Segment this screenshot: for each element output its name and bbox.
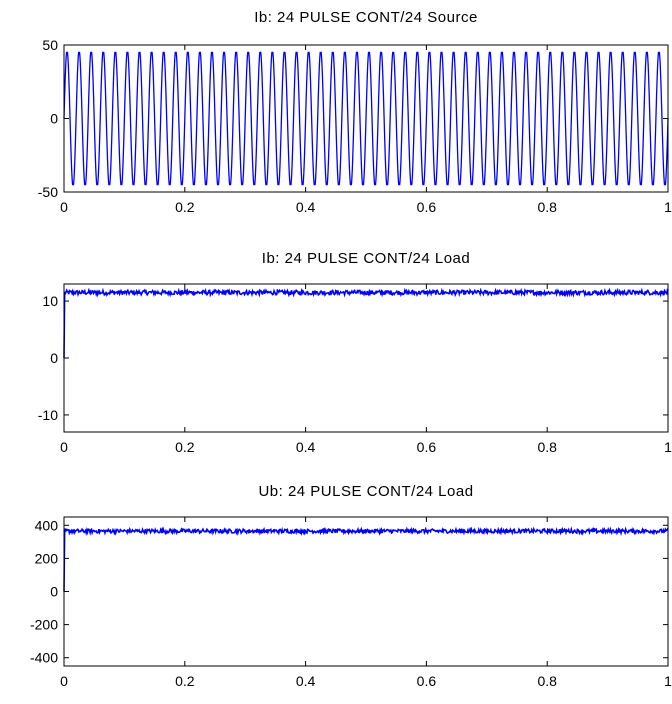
plot-frame xyxy=(63,516,669,667)
y-tick-label: -200 xyxy=(30,617,58,633)
y-tick-label: 200 xyxy=(35,550,59,566)
chart-title: Ib: 24 PULSE CONT/24 Source xyxy=(254,9,478,26)
x-tick-label: 0.8 xyxy=(537,439,557,455)
x-tick-label: 0.4 xyxy=(296,199,316,215)
x-tick-label: 0.6 xyxy=(417,673,437,689)
x-tick-label: 0.8 xyxy=(537,199,557,215)
series-group xyxy=(63,51,669,186)
x-tick-label: 1 xyxy=(664,199,672,215)
y-tick-label: -10 xyxy=(38,407,58,423)
x-tick-label: 0 xyxy=(60,439,68,455)
plot-frame xyxy=(63,283,669,433)
load-voltage-chart: Ub: 24 PULSE CONT/24 Load 0 0.2 0.4 0.6 0.8 1… xyxy=(30,483,672,689)
x-tick-label: 0.6 xyxy=(417,439,437,455)
x-tick-label: 0.2 xyxy=(175,199,195,215)
series-line xyxy=(63,287,669,359)
y-tick-label: 0 xyxy=(50,584,58,600)
chart-title: Ub: 24 PULSE CONT/24 Load xyxy=(258,483,473,500)
y-tick-label: -400 xyxy=(30,650,58,666)
x-tick-label: 0.2 xyxy=(175,439,195,455)
series-group xyxy=(63,287,669,359)
y-tick-label: 0 xyxy=(50,111,58,127)
y-tick-label: 50 xyxy=(42,37,58,53)
x-tick-label: 1 xyxy=(664,439,672,455)
load-current-chart: Ib: 24 PULSE CONT/24 Load 0 0.2 0.4 0.6 0.8 1… xyxy=(38,250,672,455)
x-tick-label: 0 xyxy=(60,199,68,215)
x-tick-label: 0 xyxy=(60,673,68,689)
y-tick-label: 0 xyxy=(50,350,58,366)
x-tick-label: 0.4 xyxy=(296,673,316,689)
series-group xyxy=(63,526,669,592)
source-current-chart: Ib: 24 PULSE CONT/24 Source 0 0.2 0.4 0.6 0.… xyxy=(38,9,672,215)
x-tick-label: 0.8 xyxy=(537,673,557,689)
x-tick-label: 1 xyxy=(664,673,672,689)
y-tick-label: 400 xyxy=(35,517,59,533)
x-tick-label: 0.6 xyxy=(417,199,437,215)
y-tick-label: 10 xyxy=(42,293,58,309)
plot-frame xyxy=(63,44,669,193)
y-tick-label: -50 xyxy=(38,184,58,200)
series-line xyxy=(63,526,669,592)
series-line xyxy=(63,51,669,186)
chart-title: Ib: 24 PULSE CONT/24 Load xyxy=(262,250,470,267)
x-tick-label: 0.4 xyxy=(296,439,316,455)
x-tick-label: 0.2 xyxy=(175,673,195,689)
